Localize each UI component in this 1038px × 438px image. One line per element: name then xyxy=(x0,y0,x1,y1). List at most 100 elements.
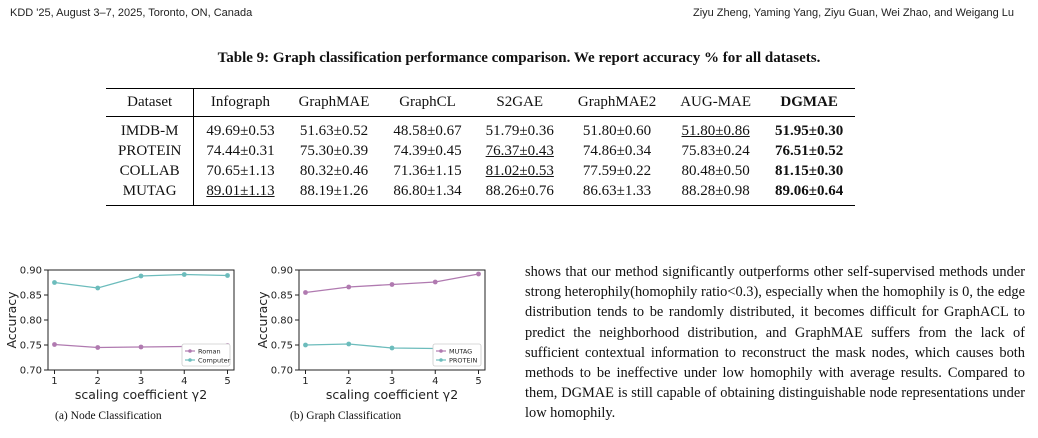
x-tick-label: 5 xyxy=(224,376,230,387)
x-tick-label: 4 xyxy=(432,376,438,387)
result-cell: 88.26±0.76 xyxy=(473,181,566,206)
column-header: Dataset xyxy=(106,88,195,117)
dataset-name: IMDB-M xyxy=(106,116,195,141)
legend-marker xyxy=(188,358,192,362)
result-cell: 70.65±1.13 xyxy=(206,163,275,179)
dataset-name: COLLAB xyxy=(106,161,195,181)
result-cell: 49.69±0.53 xyxy=(206,123,275,139)
table-row: PROTEIN 74.44±0.31 75.30±0.39 74.39±0.45 76.… xyxy=(106,141,855,161)
data-point-mutag xyxy=(389,282,395,287)
dataset-name: MUTAG xyxy=(106,181,195,206)
y-tick-label: 0.70 xyxy=(271,366,293,377)
running-header-left: KDD '25, August 3–7, 2025, Toronto, ON, … xyxy=(10,7,253,19)
body-paragraph: shows that our method significantly outp… xyxy=(525,264,1025,422)
result-cell: 89.01±1.13 xyxy=(193,181,287,206)
dataset-name: PROTEIN xyxy=(106,141,195,161)
result-cell: 81.02±0.53 xyxy=(485,163,554,179)
running-header-right: Ziyu Zheng, Yaming Yang, Ziyu Guan, Wei … xyxy=(692,7,1014,19)
y-tick-label: 0.90 xyxy=(271,266,293,277)
legend-label: MUTAG xyxy=(449,348,472,356)
result-cell: 88.19±1.26 xyxy=(286,181,382,206)
column-header: S2GAE xyxy=(473,88,566,117)
result-cell: 76.51±0.52 xyxy=(775,143,844,159)
result-cell: 76.37±0.43 xyxy=(485,143,554,159)
legend-marker xyxy=(188,349,192,353)
x-tick-label: 5 xyxy=(475,376,481,387)
data-point-computer xyxy=(95,285,101,291)
data-point-mutag xyxy=(303,290,308,295)
y-axis-label: Accuracy xyxy=(255,291,270,349)
result-cell: 71.36±1.15 xyxy=(393,163,462,179)
x-tick-label: 3 xyxy=(389,376,395,387)
data-point-protein xyxy=(346,341,352,347)
result-cell: 75.83±0.24 xyxy=(681,143,750,159)
column-header: GraphMAE xyxy=(286,88,382,117)
table-body: IMDB-M 49.69±0.53 51.63±0.52 48.58±0.67 51.7… xyxy=(106,116,856,206)
column-header: GraphMAE2 xyxy=(565,88,669,117)
column-header: GraphCL xyxy=(381,88,474,117)
table-caption: Table 9: Graph classification performanc… xyxy=(217,50,821,66)
x-tick-label: 1 xyxy=(51,376,57,387)
y-tick-label: 0.85 xyxy=(20,291,42,302)
x-axis-label: scaling coefficient γ2 xyxy=(326,387,458,402)
data-point-protein xyxy=(389,345,395,351)
result-cell: 80.32±0.46 xyxy=(299,163,369,179)
data-point-mutag xyxy=(432,279,438,285)
result-cell: 51.79±0.36 xyxy=(485,123,554,139)
result-cell: 89.06±0.64 xyxy=(763,181,856,206)
results-table: Dataset Infograph GraphMAE GraphCL S2GAE Grap… xyxy=(106,88,856,206)
x-tick-label: 3 xyxy=(138,376,144,387)
result-cell: 74.44±0.31 xyxy=(206,143,275,159)
data-point-computer xyxy=(138,273,144,279)
y-tick-label: 0.70 xyxy=(20,366,42,377)
x-tick-label: 2 xyxy=(95,376,101,387)
subfigure-caption-a: (a) Node Classification xyxy=(55,410,162,422)
data-point-mutag xyxy=(476,271,481,277)
result-cell: 74.39±0.45 xyxy=(393,143,462,159)
result-cell: 51.80±0.60 xyxy=(582,123,652,139)
legend-label: PROTEIN xyxy=(449,357,478,365)
table-row: COLLAB 70.65±1.13 80.32±0.46 71.36±1.15 81.0… xyxy=(106,161,855,181)
column-header: DGMAE xyxy=(763,88,856,117)
result-cell: 81.15±0.30 xyxy=(775,163,844,179)
data-point-mutag xyxy=(346,284,352,290)
legend-marker xyxy=(439,349,443,353)
legend-label: Roman xyxy=(198,348,221,356)
result-cell: 51.63±0.52 xyxy=(299,123,369,139)
result-cell: 86.80±1.34 xyxy=(381,181,474,206)
y-tick-label: 0.80 xyxy=(20,316,42,327)
data-point-roman xyxy=(52,342,57,347)
data-point-computer xyxy=(225,273,230,278)
x-tick-label: 1 xyxy=(302,376,308,387)
data-point-computer xyxy=(181,272,187,277)
y-tick-label: 0.90 xyxy=(20,266,42,277)
data-point-roman xyxy=(138,344,144,350)
chart-graph-classification: 0.70 0.75 0.80 0.85 0.90 1 2 3 4 5 scaling coeffic… xyxy=(255,266,486,402)
result-cell: 51.80±0.86 xyxy=(681,123,750,139)
x-tick-label: 2 xyxy=(346,376,352,387)
y-tick-label: 0.85 xyxy=(271,291,293,302)
chart-node-classification: 0.70 0.75 0.80 0.85 0.90 1 2 3 4 5 scaling coeffic… xyxy=(4,266,235,402)
y-tick-label: 0.75 xyxy=(271,341,293,352)
y-axis-label: Accuracy xyxy=(4,291,19,349)
legend-label: Computer xyxy=(198,357,231,365)
legend-marker xyxy=(439,358,443,362)
result-cell: 48.58±0.67 xyxy=(393,123,462,139)
result-cell: 75.30±0.39 xyxy=(299,143,369,159)
result-cell: 51.95±0.30 xyxy=(775,123,844,139)
column-header: AUG-MAE xyxy=(668,88,764,117)
result-cell: 80.48±0.50 xyxy=(681,163,750,179)
column-header: Infograph xyxy=(193,88,287,117)
result-cell: 86.63±1.33 xyxy=(565,181,669,206)
data-point-roman xyxy=(95,345,101,350)
y-tick-label: 0.75 xyxy=(20,341,42,352)
table-header-row: Dataset Infograph GraphMAE GraphCL S2GAE Grap… xyxy=(106,88,856,117)
data-point-computer xyxy=(52,280,57,285)
data-point-protein xyxy=(303,342,308,348)
table-row: MUTAG 89.01±1.13 88.19±1.26 86.80±1.34 88.26… xyxy=(106,181,856,206)
subfigure-caption-b: (b) Graph Classification xyxy=(290,410,402,422)
table-row: IMDB-M 49.69±0.53 51.63±0.52 48.58±0.67 51.7… xyxy=(106,116,855,141)
y-tick-label: 0.80 xyxy=(271,316,293,327)
x-axis-label: scaling coefficient γ2 xyxy=(75,387,207,402)
result-cell: 88.28±0.98 xyxy=(668,181,764,206)
